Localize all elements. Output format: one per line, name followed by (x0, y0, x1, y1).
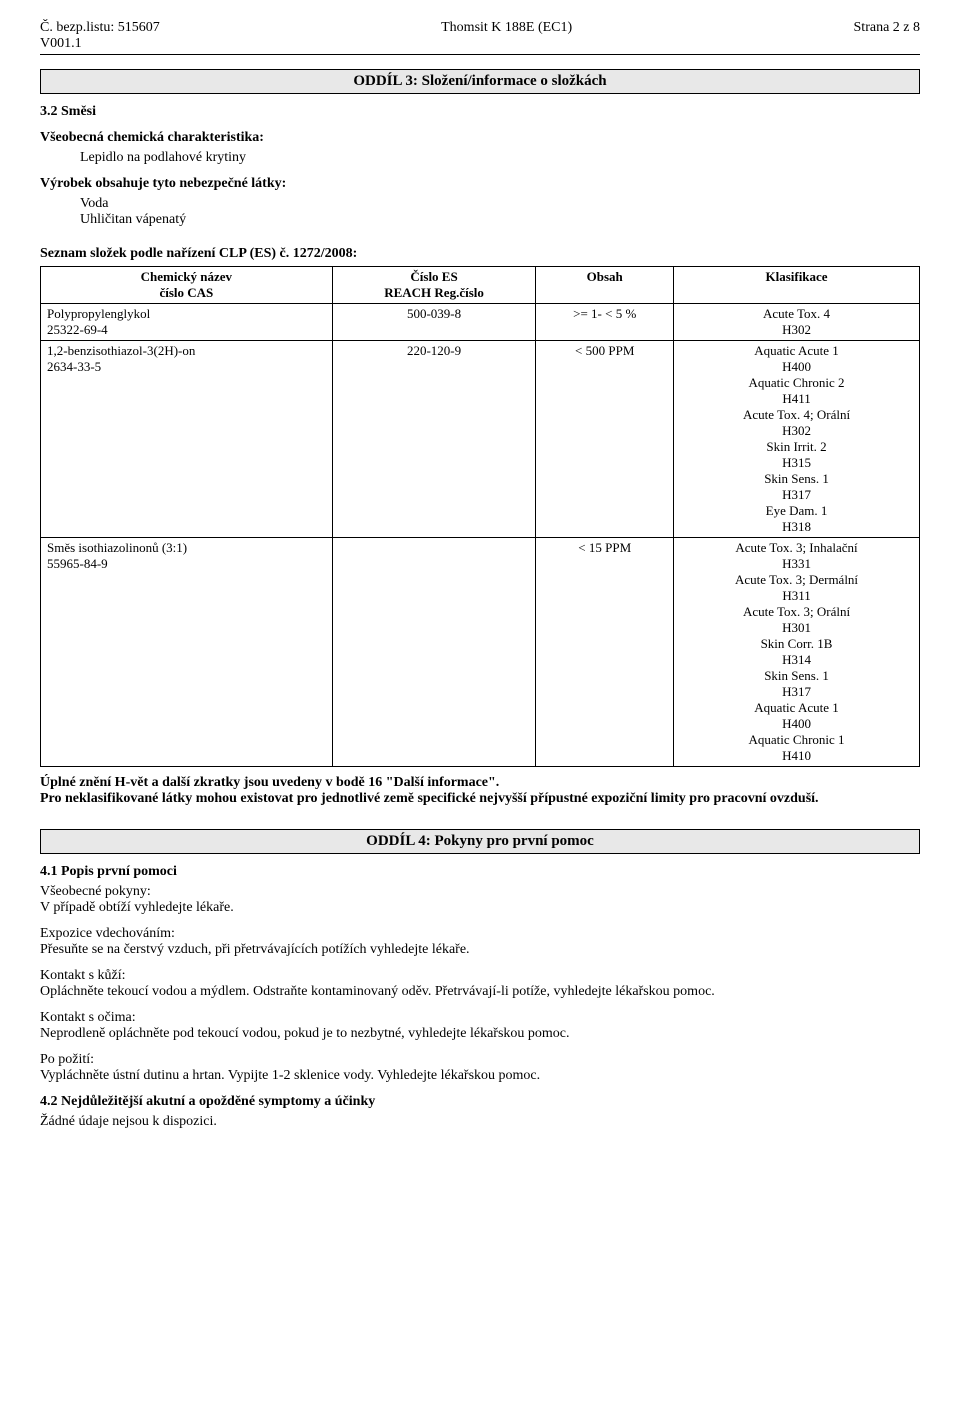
col4-header: Klasifikace (674, 267, 920, 304)
col1-l1: Chemický název (47, 269, 326, 285)
cell-es (332, 538, 536, 767)
col1-header: Chemický název číslo CAS (41, 267, 333, 304)
hazard-value-1: Voda (80, 196, 920, 212)
col2-header: Číslo ES REACH Reg.číslo (332, 267, 536, 304)
composition-table: Chemický název číslo CAS Číslo ES REACH … (40, 266, 920, 767)
cell-content: < 15 PPM (536, 538, 674, 767)
hazard-label: Výrobek obsahuje tyto nebezpečné látky: (40, 176, 920, 192)
inhal-text: Přesuňte se na čerstvý vzduch, při přetr… (40, 942, 920, 958)
cell-name: Směs isothiazolinonů (3:1)55965-84-9 (41, 538, 333, 767)
header-right: Strana 2 z 8 (854, 20, 920, 52)
eyes-text: Neprodleně opláchněte pod tekoucí vodou,… (40, 1026, 920, 1042)
char-label: Všeobecná chemická charakteristika: (40, 130, 920, 146)
page-header: Č. bezp.listu: 515607 V001.1 Thomsit K 1… (40, 20, 920, 52)
footnote1-text: Úplné znění H-vět a další zkratky jsou u… (40, 775, 499, 790)
col3-header: Obsah (536, 267, 674, 304)
cell-es: 220-120-9 (332, 341, 536, 538)
skin-text: Opláchněte tekoucí vodou a mýdlem. Odstr… (40, 984, 920, 1000)
col2-l1: Číslo ES (339, 269, 530, 285)
cell-classification: Acute Tox. 4H302 (674, 304, 920, 341)
header-center: Thomsit K 188E (EC1) (441, 20, 572, 52)
col2-l2: REACH Reg.číslo (339, 285, 530, 301)
footnote2-text: Pro neklasifikované látky mohou existova… (40, 791, 819, 806)
ingest-text: Vypláchněte ústní dutinu a hrtan. Vypijt… (40, 1068, 920, 1084)
sheet-number: Č. bezp.listu: 515607 (40, 20, 160, 36)
section4-sub2: 4.2 Nejdůležitější akutní a opožděné sym… (40, 1094, 920, 1110)
cell-classification: Aquatic Acute 1H400Aquatic Chronic 2H411… (674, 341, 920, 538)
char-value: Lepidlo na podlahové krytiny (80, 150, 920, 166)
section4-title: ODDÍL 4: Pokyny pro první pomoc (40, 829, 920, 854)
cell-name: 1,2-benzisothiazol-3(2H)-on2634-33-5 (41, 341, 333, 538)
cell-content: < 500 PPM (536, 341, 674, 538)
cell-content: >= 1- < 5 % (536, 304, 674, 341)
cell-classification: Acute Tox. 3; InhalačníH331Acute Tox. 3;… (674, 538, 920, 767)
col1-l2: číslo CAS (47, 285, 326, 301)
section3-sub1: 3.2 Směsi (40, 104, 920, 120)
table-row: Směs isothiazolinonů (3:1)55965-84-9 < 15… (41, 538, 920, 767)
cell-es: 500-039-8 (332, 304, 536, 341)
skin-label: Kontakt s kůží: (40, 968, 920, 984)
table-row: 1,2-benzisothiazol-3(2H)-on2634-33-5220-… (41, 341, 920, 538)
ingest-label: Po požití: (40, 1052, 920, 1068)
general-text: V případě obtíží vyhledejte lékaře. (40, 900, 920, 916)
table-header-row: Chemický název číslo CAS Číslo ES REACH … (41, 267, 920, 304)
section4-sub1: 4.1 Popis první pomoci (40, 864, 920, 880)
header-rule (40, 54, 920, 55)
general-label: Všeobecné pokyny: (40, 884, 920, 900)
version: V001.1 (40, 36, 160, 52)
table-row: Polypropylenglykol25322-69-4500-039-8>= … (41, 304, 920, 341)
cell-name: Polypropylenglykol25322-69-4 (41, 304, 333, 341)
inhal-label: Expozice vdechováním: (40, 926, 920, 942)
sub2-text: Žádné údaje nejsou k dispozici. (40, 1114, 920, 1130)
hazard-value-2: Uhličitan vápenatý (80, 212, 920, 228)
header-left: Č. bezp.listu: 515607 V001.1 (40, 20, 160, 52)
footnote2: Pro neklasifikované látky mohou existova… (40, 791, 920, 807)
list-label: Seznam složek podle nařízení CLP (ES) č.… (40, 246, 920, 262)
eyes-label: Kontakt s očima: (40, 1010, 920, 1026)
section3-title: ODDÍL 3: Složení/informace o složkách (40, 69, 920, 94)
footnote1: Úplné znění H-vět a další zkratky jsou u… (40, 775, 920, 791)
